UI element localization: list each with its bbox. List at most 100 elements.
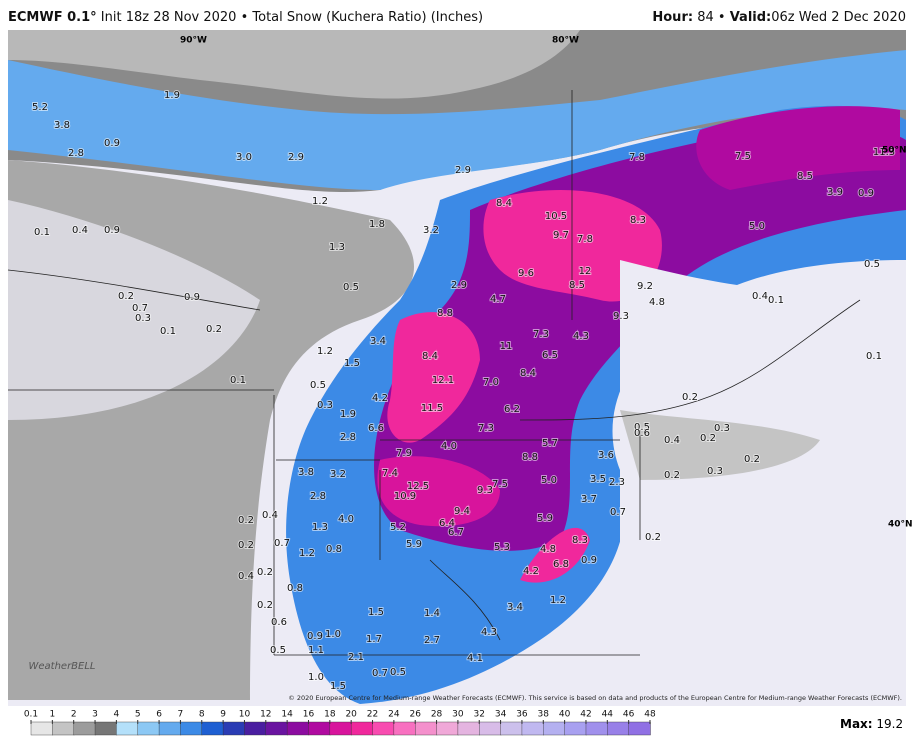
colorbar-label: 30: [452, 710, 464, 720]
snow-label: 8.5: [797, 171, 813, 182]
snow-label: 9.4: [454, 506, 470, 517]
max-value: 19.2: [876, 717, 903, 731]
colorbar-swatch: [137, 721, 160, 736]
snow-label: 5.2: [32, 102, 48, 113]
colorbar-label: 4: [114, 710, 120, 720]
colorbar-swatch: [308, 721, 331, 736]
colorbar-swatch: [350, 721, 374, 736]
snow-label: 5.2: [390, 522, 406, 533]
snow-label: 0.2: [682, 392, 698, 403]
colorbar-swatch: [564, 721, 587, 736]
snow-label: 12: [579, 266, 592, 277]
colorbar-label: 36: [516, 710, 528, 720]
snow-label: 10.9: [394, 491, 416, 502]
colorbar-label: 26: [409, 710, 421, 720]
snow-label: 12.5: [407, 481, 429, 492]
colorbar-label: 7: [178, 710, 184, 720]
snow-label: 0.3: [714, 423, 730, 434]
colorbar-label: 2: [71, 710, 77, 720]
logo: WeatherBELL: [28, 661, 95, 672]
snow-label: 8.8: [437, 308, 453, 319]
snow-label: 0.9: [184, 292, 200, 303]
snow-label: 3.2: [423, 225, 439, 236]
snow-label: 8.3: [630, 215, 646, 226]
max-label: Max:: [840, 717, 873, 731]
colorbar-label: 3: [92, 710, 98, 720]
snow-label: 0.4: [238, 571, 254, 582]
snow-label: 1.9: [340, 409, 356, 420]
snow-label: 0.8: [326, 544, 342, 555]
snow-label: 2.8: [310, 491, 326, 502]
colorbar-label: 12: [260, 710, 271, 720]
snow-label: 9.2: [637, 281, 653, 292]
snow-label: 3.8: [298, 467, 314, 478]
grid-label: 90°W: [180, 36, 207, 46]
snow-label: 2.1: [348, 652, 364, 663]
snow-label: 1.2: [299, 548, 315, 559]
colorbar-label: 28: [431, 710, 443, 720]
snow-label: 0.2: [238, 540, 254, 551]
snow-label: 1.0: [308, 672, 324, 683]
hour-label: Hour:: [652, 10, 693, 25]
snow-label: 7.5: [492, 479, 508, 490]
magenta-appalachian: [520, 527, 590, 583]
snow-label: 3.4: [370, 336, 386, 347]
colorbar-label: 46: [623, 710, 635, 720]
snow-label: 4.8: [540, 544, 556, 555]
snow-label: 4.2: [523, 566, 539, 577]
colorbar: 0.1 1 2 3 4 5 6 7 8 9 10 12 14 16 18 20 22 24 26 28 30 32 34 36…: [24, 710, 656, 736]
snow-label: 1.4: [424, 608, 440, 619]
snow-label: 6.4: [439, 518, 455, 529]
colorbar-swatch: [585, 721, 609, 736]
snow-label: 3.6: [598, 450, 614, 461]
colorbar-swatch: [607, 721, 630, 736]
colorbar-swatch: [479, 721, 502, 736]
snow-label: 0.3: [317, 400, 333, 411]
snow-label: 2.9: [451, 280, 467, 291]
snow-label: 2.8: [68, 148, 84, 159]
light-west: [8, 200, 260, 420]
snow-label: 6.2: [504, 404, 520, 415]
colorbar-swatch: [116, 721, 139, 736]
magenta-north: [483, 190, 662, 302]
colorbar-label: 42: [580, 710, 591, 720]
snow-label: 0.1: [34, 227, 50, 238]
snow-label: 1.1: [308, 645, 324, 656]
colorbar-swatch: [158, 721, 182, 736]
snow-label: 0.5: [310, 380, 326, 391]
snow-label: 7.8: [577, 234, 593, 245]
snow-label: 2.9: [288, 152, 304, 163]
snow-label: 0.2: [664, 470, 680, 481]
colorbar-swatch: [30, 721, 54, 736]
snow-label: 11: [500, 341, 513, 352]
snow-label: 5.3: [494, 542, 510, 553]
snow-label: 4.2: [372, 393, 388, 404]
credit: © 2020 European Centre for Medium-range …: [288, 694, 902, 702]
colorbar-swatch: [521, 721, 544, 736]
hour: 84: [697, 10, 714, 25]
colorbar-label: 9: [220, 710, 226, 720]
snow-label: 0.7: [132, 303, 148, 314]
map: 5.2 1.9 3.8 0.9 2.8 3.0 2.9 2.9 7.8 7.5 11.3 8.5 3.9…: [7, 30, 913, 706]
magenta-south: [377, 456, 500, 527]
snow-label: 8.4: [496, 198, 512, 209]
snow-label: 0.5: [634, 422, 650, 433]
colorbar-swatch: [265, 721, 288, 736]
snow-label: 9.6: [518, 268, 534, 279]
colorbar-swatch: [393, 721, 416, 736]
snow-label: 1.3: [312, 522, 328, 533]
snow-label: 3.2: [330, 469, 346, 480]
header-right: Hour: 84 • Valid:06z Wed 2 Dec 2020: [652, 10, 906, 25]
colorbar-swatch: [52, 721, 75, 736]
snow-label: 6.6: [368, 423, 384, 434]
snow-label: 0.6: [634, 428, 650, 439]
colorbar-label: 44: [602, 710, 614, 720]
snow-label: 5.0: [749, 221, 765, 232]
snow-label: 0.4: [752, 291, 768, 302]
colorbar-label: 14: [281, 710, 293, 720]
snow-label: 1.3: [329, 242, 345, 253]
colorbar-label: 1: [49, 710, 55, 720]
model: ECMWF 0.1°: [8, 10, 97, 25]
snow-label: 1.9: [164, 90, 180, 101]
colorbar-label: 20: [345, 710, 357, 720]
